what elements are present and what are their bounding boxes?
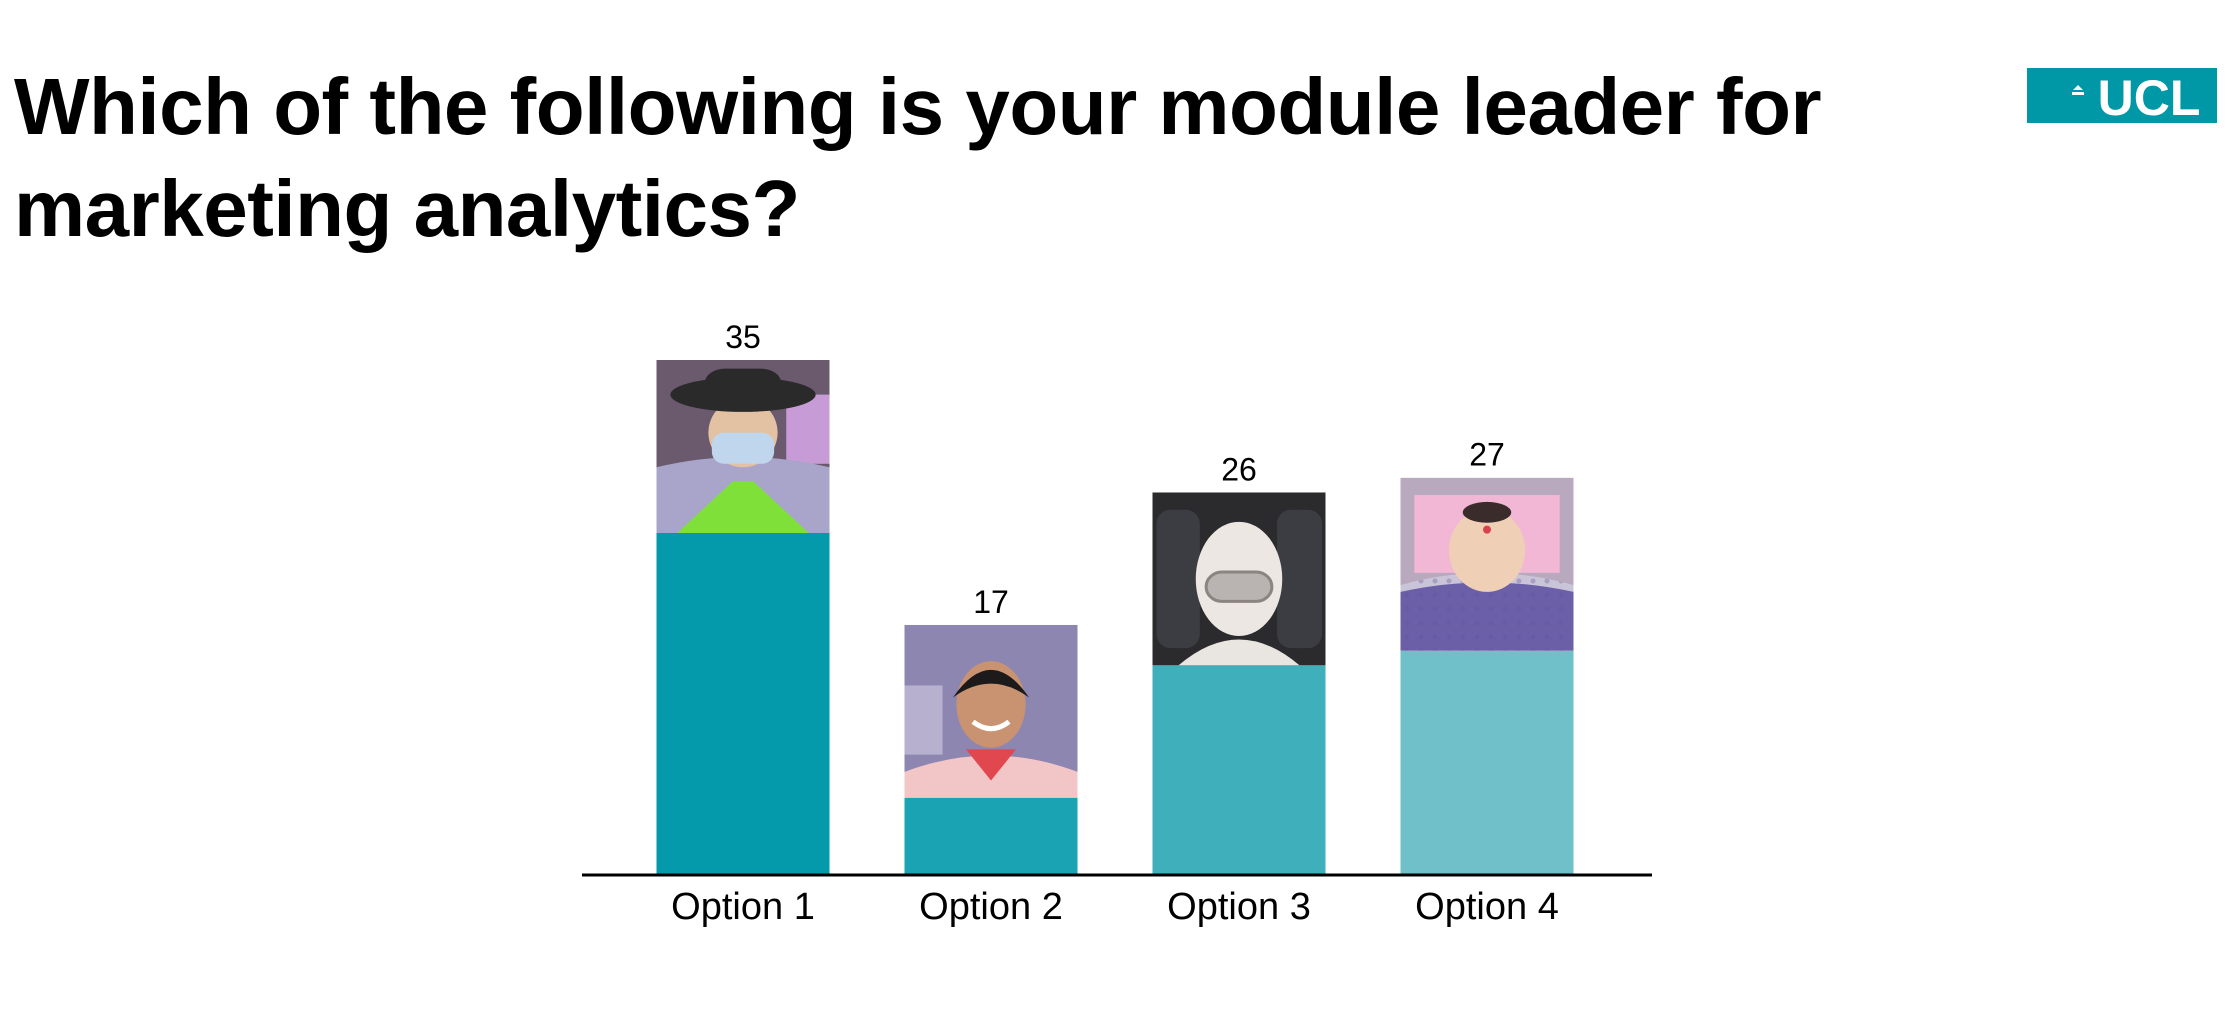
bar-1 [656,533,830,875]
data-label-2: 17 [973,584,1009,620]
bar-2 [904,797,1078,875]
data-labels-layer: 35 17 26 27 [725,319,1505,620]
x-tick-label-1: Option 1 [671,886,815,928]
x-tick-label-3: Option 3 [1167,886,1311,928]
bar-image-2 [904,624,1078,798]
ucl-logo-portico-icon [2072,85,2084,95]
ucl-logo-background [2027,68,2217,123]
data-label-1: 35 [725,319,761,355]
x-tick-labels-layer: Option 1 Option 2 Option 3 Option 4 [671,886,1559,928]
x-tick-label-4: Option 4 [1415,886,1559,928]
bars-layer [656,533,1574,875]
bar-4 [1400,650,1574,875]
data-label-3: 26 [1221,451,1257,487]
ucl-logo: UCL [2027,68,2217,123]
x-tick-label-2: Option 2 [919,886,1063,928]
ucl-logo-text: UCL [2098,70,2201,123]
bar-image-4 [1400,477,1574,651]
data-label-4: 27 [1469,437,1505,473]
bar-image-3 [1152,492,1326,666]
bar-images-layer [656,360,1574,798]
bar-3 [1152,665,1326,875]
page-title: Which of the following is your module le… [14,62,1822,253]
bar-image-1 [656,360,830,533]
